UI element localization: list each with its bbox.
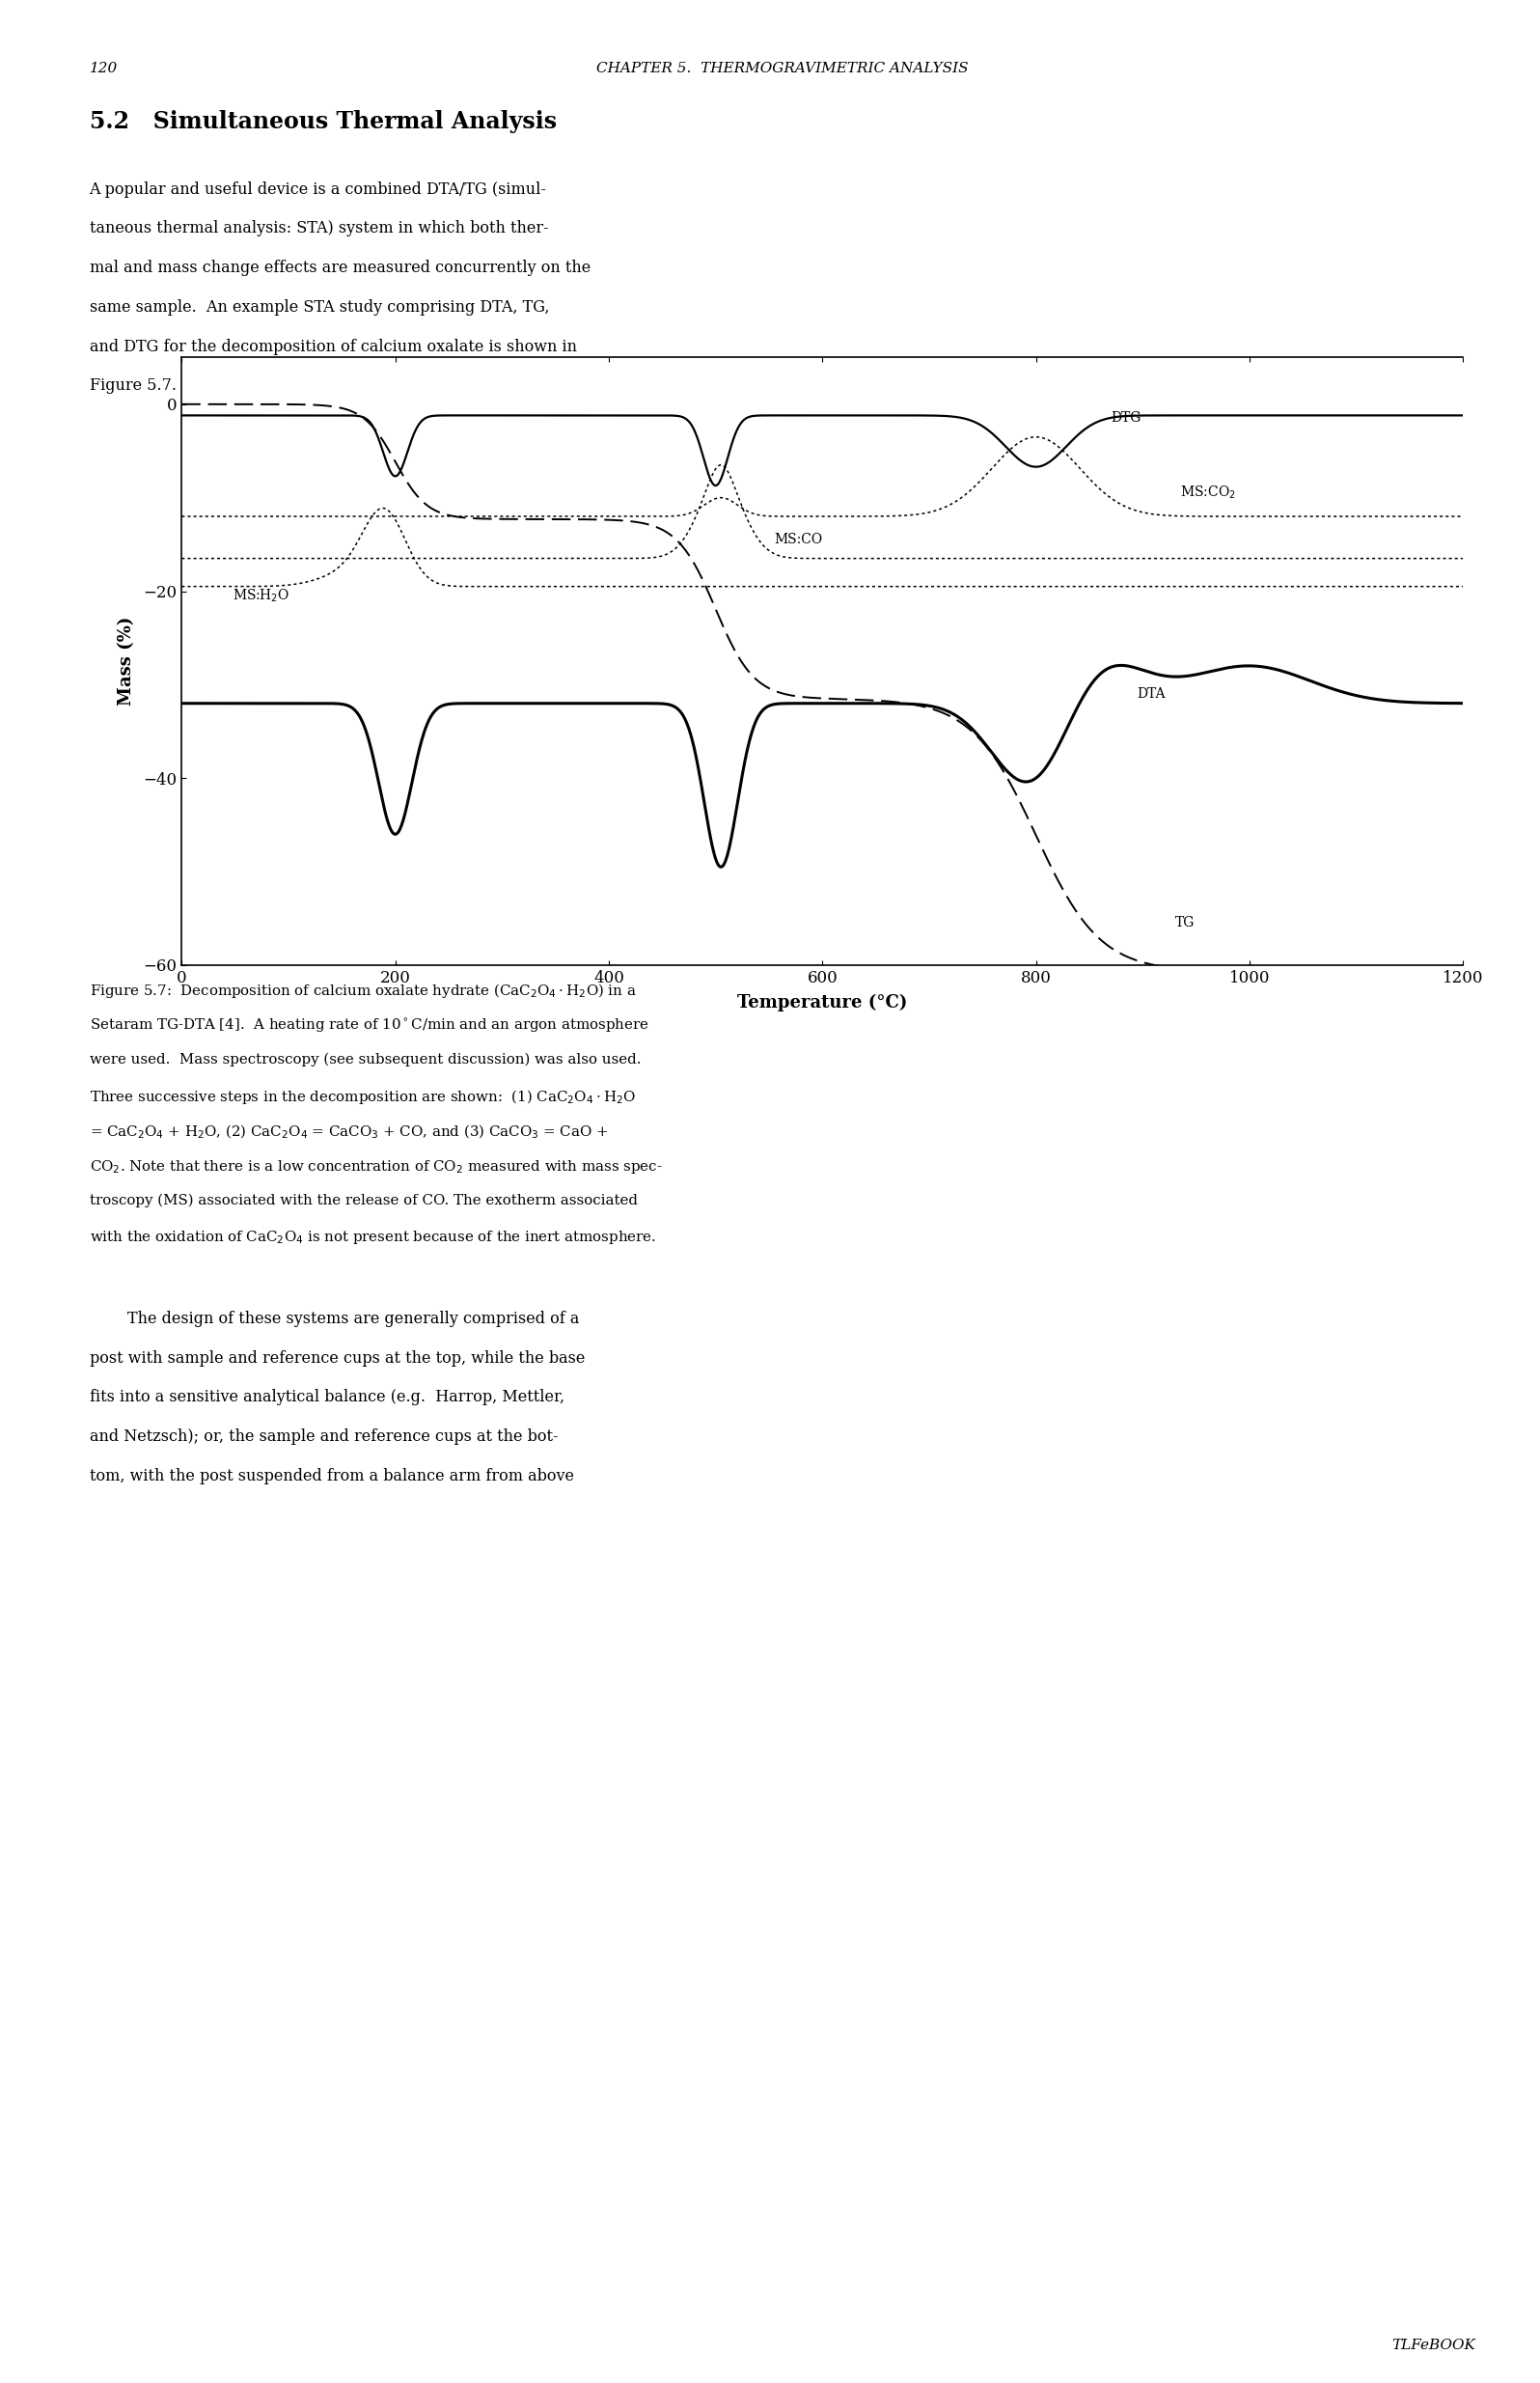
- Text: DTA: DTA: [1138, 686, 1166, 701]
- Text: The design of these systems are generally comprised of a: The design of these systems are generall…: [128, 1311, 579, 1327]
- Text: fits into a sensitive analytical balance (e.g.  Harrop, Mettler,: fits into a sensitive analytical balance…: [89, 1389, 564, 1406]
- Text: Three successive steps in the decomposition are shown:  (1) CaC$_2$O$_4\cdot$H$_: Three successive steps in the decomposit…: [89, 1087, 636, 1106]
- Text: Setaram TG-DTA [4].  A heating rate of 10$^\circ$C/min and an argon atmosphere: Setaram TG-DTA [4]. A heating rate of 10…: [89, 1018, 648, 1034]
- Text: troscopy (MS) associated with the release of CO. The exotherm associated: troscopy (MS) associated with the releas…: [89, 1194, 638, 1208]
- Text: tom, with the post suspended from a balance arm from above: tom, with the post suspended from a bala…: [89, 1468, 574, 1485]
- Text: with the oxidation of CaC$_2$O$_4$ is not present because of the inert atmospher: with the oxidation of CaC$_2$O$_4$ is no…: [89, 1230, 656, 1246]
- Text: MS:CO: MS:CO: [775, 534, 822, 546]
- Text: same sample.  An example STA study comprising DTA, TG,: same sample. An example STA study compri…: [89, 298, 550, 315]
- Text: TLFeBOOK: TLFeBOOK: [1392, 2338, 1475, 2352]
- Text: post with sample and reference cups at the top, while the base: post with sample and reference cups at t…: [89, 1349, 585, 1365]
- Text: MS:CO$_2$: MS:CO$_2$: [1180, 484, 1235, 500]
- Text: TG: TG: [1175, 917, 1195, 929]
- Text: Figure 5.7.: Figure 5.7.: [89, 377, 176, 393]
- Text: A popular and useful device is a combined DTA/TG (simul-: A popular and useful device is a combine…: [89, 181, 547, 198]
- Text: DTG: DTG: [1110, 412, 1141, 424]
- Y-axis label: Mass (%): Mass (%): [117, 617, 136, 705]
- Text: mal and mass change effects are measured concurrently on the: mal and mass change effects are measured…: [89, 260, 590, 276]
- Text: MS:H$_2$O: MS:H$_2$O: [233, 589, 290, 605]
- Text: CHAPTER 5.  THERMOGRAVIMETRIC ANALYSIS: CHAPTER 5. THERMOGRAVIMETRIC ANALYSIS: [596, 62, 969, 76]
- Text: 120: 120: [89, 62, 117, 76]
- Text: taneous thermal analysis: STA) system in which both ther-: taneous thermal analysis: STA) system in…: [89, 219, 548, 236]
- Text: = CaC$_2$O$_4$ + H$_2$O, (2) CaC$_2$O$_4$ = CaCO$_3$ + CO, and (3) CaCO$_3$ = Ca: = CaC$_2$O$_4$ + H$_2$O, (2) CaC$_2$O$_4…: [89, 1122, 608, 1141]
- Text: and Netzsch); or, the sample and reference cups at the bot-: and Netzsch); or, the sample and referen…: [89, 1427, 557, 1444]
- X-axis label: Temperature (°C): Temperature (°C): [738, 994, 907, 1013]
- Text: CO$_2$. Note that there is a low concentration of CO$_2$ measured with mass spec: CO$_2$. Note that there is a low concent…: [89, 1158, 662, 1175]
- Text: Figure 5.7:  Decomposition of calcium oxalate hydrate (CaC$_2$O$_4\cdot$H$_2$O) : Figure 5.7: Decomposition of calcium oxa…: [89, 982, 636, 1001]
- Text: and DTG for the decomposition of calcium oxalate is shown in: and DTG for the decomposition of calcium…: [89, 338, 576, 355]
- Text: 5.2   Simultaneous Thermal Analysis: 5.2 Simultaneous Thermal Analysis: [89, 110, 556, 133]
- Text: were used.  Mass spectroscopy (see subsequent discussion) was also used.: were used. Mass spectroscopy (see subseq…: [89, 1053, 641, 1065]
